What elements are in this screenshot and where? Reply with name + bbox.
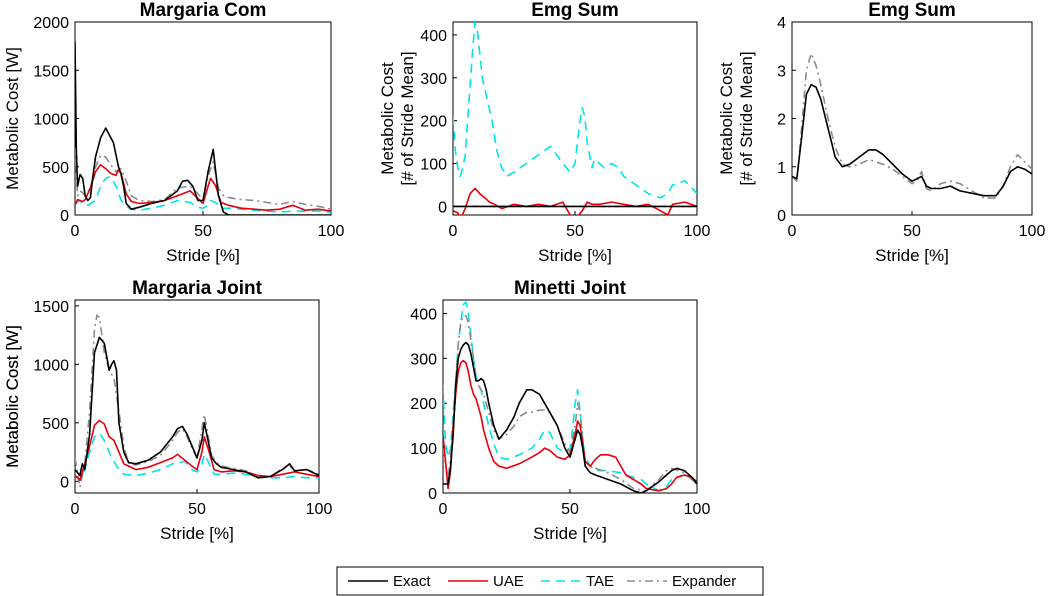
series-line-2-expander xyxy=(792,52,1032,199)
series-line-4-expander xyxy=(443,314,697,492)
x-axis-label-4: Stride [%] xyxy=(533,524,607,543)
x-tick-label-0-0: 0 xyxy=(71,223,80,240)
x-axis-label-0: Stride [%] xyxy=(166,246,240,265)
y-tick-label-3-0: 0 xyxy=(60,474,69,491)
series-group-4 xyxy=(443,301,697,493)
x-tick-label-3-50: 50 xyxy=(188,501,206,518)
series-line-0-uae xyxy=(75,164,331,212)
series-line-0-tae xyxy=(75,175,331,213)
panel-1: Emg Sum 0 50 100 0 100 200 300 400 Stride [%] Meta… xyxy=(378,0,710,265)
y-tick-label-0-500: 500 xyxy=(42,160,69,177)
series-line-3-exact xyxy=(75,336,319,479)
y-tick-label-2-4: 4 xyxy=(777,15,786,32)
y-tick-label-1-200: 200 xyxy=(420,114,447,131)
x-tick-label-0-100: 100 xyxy=(318,223,345,240)
x-axis-label-3: Stride [%] xyxy=(160,524,234,543)
chart-title-1: Emg Sum xyxy=(531,0,619,21)
x-tick-label-4-100: 100 xyxy=(684,501,711,518)
x-tick-label-3-0: 0 xyxy=(71,501,80,518)
axes-box-4 xyxy=(442,299,698,494)
panel-2: Emg Sum 0 50 100 0 1 2 3 4 Stride [%] Metabolic Co… xyxy=(717,0,1045,265)
series-line-4-uae xyxy=(443,359,697,492)
y-tick-label-1-0: 0 xyxy=(438,199,447,216)
y-tick-label-2-3: 3 xyxy=(777,63,786,80)
y-tick-label-1-100: 100 xyxy=(420,157,447,174)
series-line-1-tae xyxy=(453,22,697,199)
series-line-4-exact xyxy=(443,341,697,493)
y-tick-label-4-200: 200 xyxy=(410,396,437,413)
axes-box-1 xyxy=(452,21,698,216)
y-axis-label-3-0: Metabolic Cost [W] xyxy=(3,325,22,468)
y-tick-label-4-400: 400 xyxy=(410,306,437,323)
axes-box-3 xyxy=(74,299,320,494)
legend-label-uae: UAE xyxy=(493,573,524,590)
legend-label-tae: TAE xyxy=(586,573,614,590)
y-tick-label-2-0: 0 xyxy=(777,208,786,225)
series-line-0-exact xyxy=(75,41,331,215)
y-axis-label-2-0: Metabolic Cost xyxy=(717,62,736,175)
y-tick-label-0-1000: 1000 xyxy=(33,112,69,129)
chart-title-4: Minetti Joint xyxy=(514,278,627,299)
chart-title-0: Margaria Com xyxy=(140,0,267,21)
x-tick-label-1-100: 100 xyxy=(684,223,711,240)
series-line-2-exact xyxy=(792,83,1032,197)
y-axis-label-1-1: [# of Stride Mean] xyxy=(398,51,417,185)
chart-title-3: Margaria Joint xyxy=(132,278,263,299)
series-line-4-tae xyxy=(443,301,697,492)
x-tick-label-1-0: 0 xyxy=(449,223,458,240)
series-line-3-uae xyxy=(75,419,319,481)
x-tick-label-4-0: 0 xyxy=(439,501,448,518)
legend-label-exact: Exact xyxy=(393,573,431,590)
y-tick-label-3-1000: 1000 xyxy=(33,357,69,374)
y-tick-label-0-2000: 2000 xyxy=(33,15,69,32)
y-tick-label-4-100: 100 xyxy=(410,441,437,458)
legend-label-expander: Expander xyxy=(672,573,736,590)
x-tick-label-3-100: 100 xyxy=(306,501,333,518)
y-axis-label-1-0: Metabolic Cost xyxy=(378,62,397,175)
series-group-3 xyxy=(75,314,319,488)
series-group-1 xyxy=(453,22,697,215)
x-axis-label-2: Stride [%] xyxy=(875,246,949,265)
y-axis-label-0-0: Metabolic Cost [W] xyxy=(3,47,22,190)
y-tick-label-2-2: 2 xyxy=(777,112,786,129)
y-tick-label-0-0: 0 xyxy=(60,208,69,225)
x-tick-label-2-50: 50 xyxy=(903,223,921,240)
y-tick-label-4-0: 0 xyxy=(428,486,437,503)
series-group-0 xyxy=(75,41,331,215)
legend: Exact UAE TAE Expander xyxy=(336,566,764,596)
y-tick-label-0-1500: 1500 xyxy=(33,63,69,80)
axes-box-0 xyxy=(74,21,332,216)
series-line-3-expander xyxy=(75,314,319,488)
y-tick-label-3-1500: 1500 xyxy=(33,299,69,316)
x-tick-label-2-100: 100 xyxy=(1019,223,1046,240)
x-tick-label-1-50: 50 xyxy=(566,223,584,240)
series-group-2 xyxy=(792,52,1032,199)
series-line-1-uae xyxy=(453,187,697,215)
x-axis-label-1: Stride [%] xyxy=(538,246,612,265)
y-tick-label-1-400: 400 xyxy=(420,28,447,45)
y-axis-label-4-0: Metabolic Cost [W] xyxy=(3,325,22,468)
y-tick-label-2-1: 1 xyxy=(777,160,786,177)
chart-title-2: Emg Sum xyxy=(868,0,956,21)
x-tick-label-2-0: 0 xyxy=(788,223,797,240)
x-tick-label-0-50: 50 xyxy=(194,223,212,240)
y-axis-label-2-1: [# of Stride Mean] xyxy=(737,51,756,185)
y-tick-label-1-300: 300 xyxy=(420,71,447,88)
y-tick-label-3-500: 500 xyxy=(42,416,69,433)
x-tick-label-4-50: 50 xyxy=(561,501,579,518)
y-tick-label-4-300: 300 xyxy=(410,351,437,368)
